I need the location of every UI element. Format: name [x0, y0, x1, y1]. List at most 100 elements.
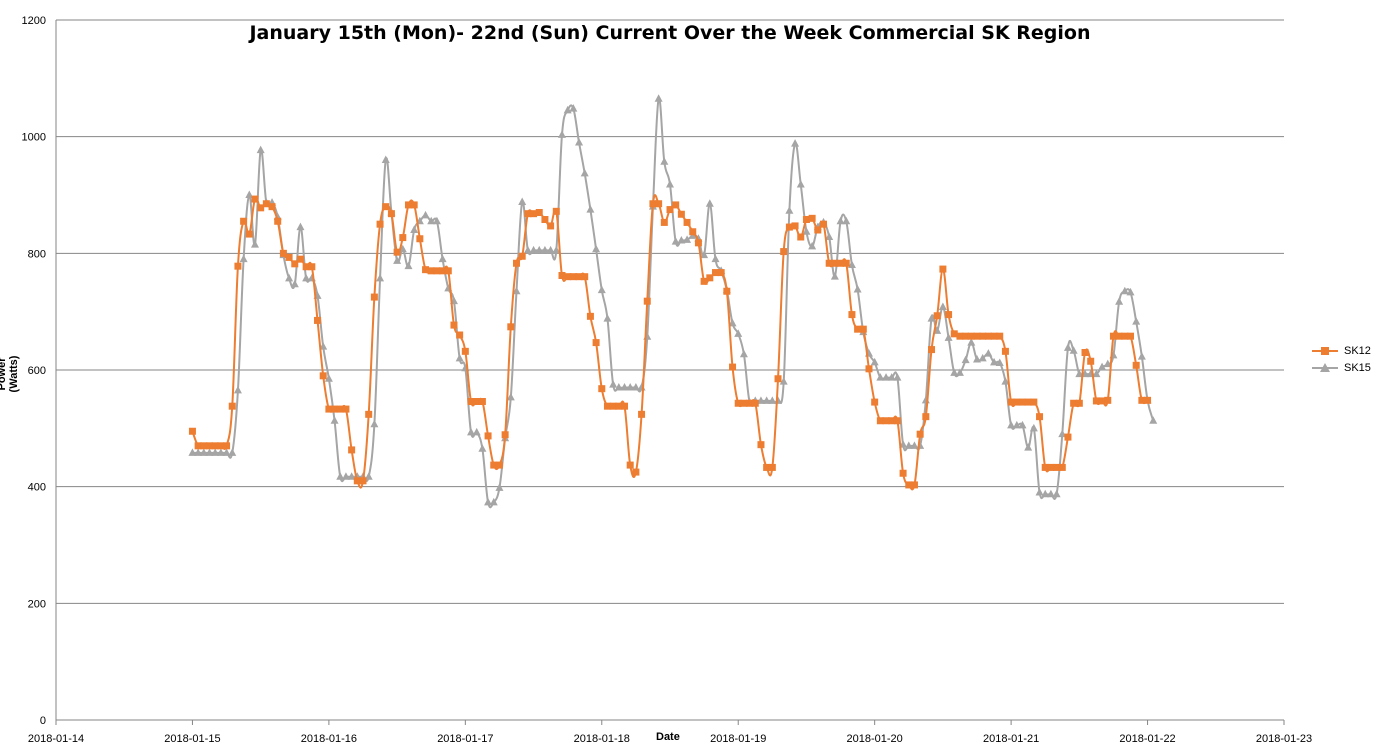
series-sk15 — [188, 94, 1158, 509]
data-point-sk12 — [1115, 332, 1123, 340]
data-point-sk12 — [763, 463, 771, 471]
data-point-sk12 — [598, 385, 606, 393]
data-point-sk12 — [825, 259, 833, 267]
data-point-sk12 — [296, 255, 304, 263]
data-point-sk12 — [984, 332, 992, 340]
data-point-sk15 — [779, 377, 788, 385]
data-point-sk15 — [552, 245, 561, 254]
series-sk12 — [188, 194, 1152, 491]
data-point-sk12 — [359, 477, 367, 485]
data-point-sk15 — [364, 472, 373, 480]
data-point-sk12 — [615, 402, 623, 410]
y-tick-label: 1000 — [22, 132, 46, 144]
data-point-sk15 — [540, 245, 549, 254]
data-point-sk12 — [592, 339, 600, 347]
data-point-sk12 — [530, 210, 538, 218]
data-point-sk12 — [729, 363, 737, 371]
data-point-sk12 — [865, 365, 873, 373]
y-tick-label: 800 — [28, 248, 46, 260]
chart-title: January 15th (Mon)- 22nd (Sun) Current O… — [249, 22, 1091, 44]
data-point-sk15 — [1075, 369, 1084, 378]
data-point-sk12 — [757, 441, 765, 449]
data-point-sk15 — [973, 355, 981, 363]
data-point-sk12 — [859, 325, 867, 333]
legend: SK12 SK15 — [1312, 342, 1371, 376]
data-point-sk15 — [910, 441, 919, 449]
x-tick-label: 2018-01-14 — [28, 733, 84, 745]
data-point-sk12 — [228, 402, 236, 410]
gridlines — [56, 19, 1284, 604]
data-point-sk15 — [1132, 317, 1141, 325]
data-point-sk12 — [723, 287, 731, 295]
data-point-sk12 — [1138, 396, 1146, 404]
data-point-sk12 — [603, 402, 611, 410]
data-point-sk12 — [780, 248, 788, 256]
data-point-sk15 — [188, 448, 197, 456]
y-tick-label: 600 — [28, 365, 46, 377]
y-tick-label: 0 — [40, 715, 46, 727]
data-point-sk12 — [467, 398, 475, 405]
data-point-sk12 — [404, 201, 412, 209]
data-point-sk15 — [728, 318, 737, 327]
data-point-sk12 — [586, 312, 594, 320]
data-point-sk15 — [762, 396, 771, 404]
data-point-sk12 — [1087, 357, 1095, 365]
legend-marker-sk15 — [1312, 362, 1338, 372]
data-point-sk15 — [1103, 359, 1112, 368]
y-tick-label: 1200 — [22, 15, 46, 27]
y-tick-label: 200 — [28, 598, 46, 610]
data-point-sk12 — [831, 259, 839, 267]
data-point-sk12 — [569, 273, 577, 281]
x-tick-label: 2018-01-15 — [164, 733, 220, 745]
data-point-sk15 — [557, 130, 566, 138]
data-point-sk12 — [245, 230, 253, 238]
data-point-sk12 — [774, 375, 782, 383]
data-point-sk15 — [222, 448, 231, 456]
data-point-sk15 — [518, 197, 527, 205]
data-point-sk15 — [1007, 420, 1016, 429]
data-point-sk12 — [1041, 463, 1049, 471]
data-point-sk12 — [524, 210, 532, 218]
data-point-sk15 — [876, 373, 885, 381]
data-point-sk12 — [1047, 463, 1055, 471]
data-point-sk15 — [1120, 286, 1129, 295]
data-point-sk15 — [882, 373, 891, 381]
data-point-sk12 — [314, 316, 322, 324]
data-point-sk15 — [603, 314, 612, 322]
legend-item-sk12: SK12 — [1312, 342, 1371, 359]
data-point-sk15 — [1035, 488, 1044, 496]
data-point-sk12 — [325, 405, 333, 413]
data-point-sk12 — [626, 461, 634, 469]
data-point-sk12 — [973, 332, 981, 340]
data-point-sk12 — [854, 325, 862, 333]
data-point-sk12 — [581, 273, 589, 281]
data-point-sk12 — [717, 269, 725, 277]
data-point-sk15 — [893, 373, 902, 381]
data-point-sk15 — [944, 333, 953, 341]
data-point-sk12 — [513, 259, 520, 267]
data-point-sk12 — [649, 200, 657, 208]
data-point-sk12 — [740, 399, 748, 407]
data-point-sk15 — [438, 254, 447, 263]
data-point-sk12 — [444, 267, 452, 275]
data-point-sk15 — [1115, 297, 1124, 305]
legend-item-sk15: SK15 — [1312, 359, 1371, 376]
data-point-sk12 — [200, 442, 208, 450]
data-point-sk15 — [1052, 489, 1061, 498]
data-point-sk15 — [825, 232, 834, 240]
x-tick-labels: 2018-01-14 2018-01-15 2018-01-16 2018-01-17… — [28, 733, 1312, 745]
data-point-sk15 — [404, 261, 413, 270]
data-point-sk12 — [632, 468, 640, 476]
data-point-sk15 — [245, 190, 254, 198]
data-point-sk12 — [814, 226, 822, 234]
data-point-sk15 — [216, 448, 225, 456]
data-point-sk15 — [1029, 423, 1038, 432]
data-point-sk15 — [211, 448, 220, 456]
data-point-sk12 — [802, 216, 810, 223]
data-point-sk15 — [376, 273, 385, 282]
data-point-sk15 — [927, 314, 936, 322]
data-point-sk12 — [302, 263, 310, 271]
data-point-sk12 — [433, 267, 441, 275]
data-point-sk15 — [336, 472, 345, 480]
data-point-sk12 — [666, 206, 674, 214]
